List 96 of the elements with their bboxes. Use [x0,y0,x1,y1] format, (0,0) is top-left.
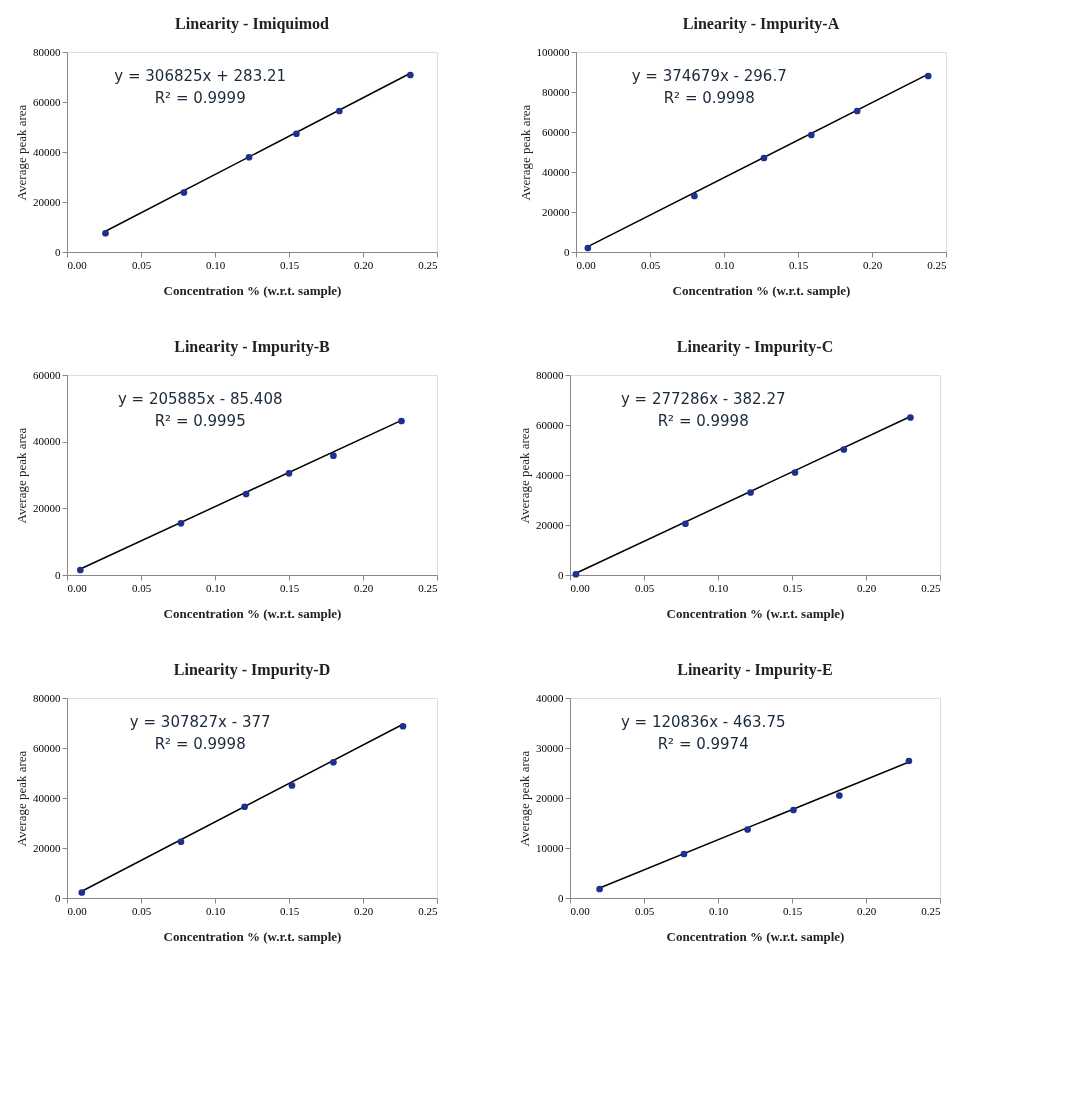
y-tick-label: 20000 [536,518,564,531]
annotation: y = 120836x - 463.75 [620,713,786,731]
y-tick-label: 30000 [536,741,564,754]
x-tick-label: 0.05 [131,904,152,917]
annotation: R² = 0.9998 [154,735,246,753]
annotation: y = 307827x - 377 [129,713,271,731]
y-axis-title: Average peak area [14,427,29,524]
annotation: R² = 0.9998 [663,89,755,107]
x-tick-label: 0.25 [418,904,438,917]
y-tick-label: 20000 [536,791,564,804]
y-axis-title: Average peak area [14,104,29,201]
y-axis-title: Average peak area [517,750,532,847]
chart-title: Linearity - Imiquimod [175,15,329,33]
chart-title: Linearity - Impurity-D [173,661,331,679]
y-tick-label: 80000 [33,691,61,704]
x-tick-label: 0.00 [570,581,591,594]
x-axis-title: Concentration % (w.r.t. sample) [163,605,342,621]
x-tick-label: 0.25 [418,581,438,594]
y-tick-label: 40000 [33,791,61,804]
y-tick-label: 40000 [536,468,564,481]
y-axis-title: Average peak area [517,427,532,524]
x-tick-label: 0.10 [205,258,226,271]
x-axis-title: Concentration % (w.r.t. sample) [666,605,845,621]
x-tick-label: 0.20 [856,581,877,594]
y-tick-label: 20000 [33,501,61,514]
annotation: y = 205885x - 85.408 [117,390,283,408]
x-tick-label: 0.20 [856,904,877,917]
x-tick-label: 0.20 [353,904,374,917]
y-tick-label: 40000 [542,165,570,178]
y-tick-label: 60000 [33,95,61,108]
x-tick-label: 0.10 [708,581,729,594]
y-tick-label: 0 [55,568,61,581]
y-tick-label: 60000 [536,418,564,431]
x-tick-label: 0.25 [921,581,941,594]
y-tick-label: 60000 [33,368,61,381]
chart-title: Linearity - Impurity-B [174,338,331,356]
annotation: y = 277286x - 382.27 [620,390,786,408]
x-tick-label: 0.05 [634,904,655,917]
annotation: R² = 0.9998 [657,412,749,430]
y-tick-label: 60000 [542,125,570,138]
x-axis-title: Concentration % (w.r.t. sample) [163,928,342,944]
y-tick-label: 40000 [33,145,61,158]
annotation: R² = 0.9974 [657,735,749,753]
y-tick-label: 40000 [33,435,61,448]
annotation: R² = 0.9999 [154,89,246,107]
x-axis-title: Concentration % (w.r.t. sample) [666,928,845,944]
y-tick-label: 60000 [33,741,61,754]
x-tick-label: 0.05 [640,258,661,271]
x-tick-label: 0.15 [279,258,300,271]
x-tick-label: 0.20 [353,258,374,271]
y-tick-label: 10000 [536,841,564,854]
y-tick-label: 0 [55,245,61,258]
x-tick-label: 0.00 [67,258,88,271]
chart-title: Linearity - Impurity-E [677,661,833,679]
y-tick-label: 0 [558,891,564,904]
x-tick-label: 0.15 [788,258,809,271]
x-tick-label: 0.10 [205,904,226,917]
x-tick-label: 0.15 [279,581,300,594]
annotation: R² = 0.9995 [154,412,246,430]
y-tick-label: 100000 [536,45,570,58]
x-tick-label: 0.15 [782,581,803,594]
x-tick-label: 0.10 [708,904,729,917]
x-tick-label: 0.25 [418,258,438,271]
y-tick-label: 20000 [542,205,570,218]
x-axis-title: Concentration % (w.r.t. sample) [672,282,851,298]
y-tick-label: 80000 [536,368,564,381]
y-tick-label: 0 [564,245,570,258]
y-tick-label: 20000 [33,195,61,208]
x-tick-label: 0.00 [67,904,88,917]
x-tick-label: 0.25 [921,904,941,917]
x-tick-label: 0.00 [576,258,597,271]
x-axis-title: Concentration % (w.r.t. sample) [163,282,342,298]
y-axis-title: Average peak area [14,750,29,847]
y-tick-label: 80000 [542,85,570,98]
x-tick-label: 0.15 [279,904,300,917]
annotation: y = 306825x + 283.21 [114,67,287,85]
x-tick-label: 0.00 [67,581,88,594]
x-tick-label: 0.05 [131,581,152,594]
chart-title: Linearity - Impurity-A [682,15,840,33]
x-tick-label: 0.20 [862,258,883,271]
x-tick-label: 0.00 [570,904,591,917]
x-tick-label: 0.05 [634,581,655,594]
chart-title: Linearity - Impurity-C [676,338,834,356]
x-tick-label: 0.10 [714,258,735,271]
annotation: y = 374679x - 296.7 [631,67,787,85]
y-tick-label: 40000 [536,691,564,704]
x-tick-label: 0.10 [205,581,226,594]
x-tick-label: 0.05 [131,258,152,271]
y-tick-label: 80000 [33,45,61,58]
x-tick-label: 0.15 [782,904,803,917]
y-axis-title: Average peak area [517,104,533,201]
x-tick-label: 0.20 [353,581,374,594]
y-tick-label: 0 [55,891,61,904]
y-tick-label: 0 [558,568,564,581]
y-tick-label: 20000 [33,841,61,854]
x-tick-label: 0.25 [927,258,947,271]
